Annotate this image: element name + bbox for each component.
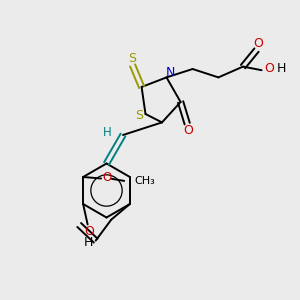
Text: O: O	[265, 62, 274, 76]
Text: O: O	[183, 124, 193, 137]
Text: S: S	[135, 109, 143, 122]
Text: H: H	[84, 236, 94, 250]
Text: S: S	[128, 52, 136, 65]
Text: O: O	[253, 37, 263, 50]
Text: CH₃: CH₃	[135, 176, 155, 186]
Text: H: H	[103, 126, 112, 139]
Text: O: O	[102, 171, 111, 184]
Text: N: N	[166, 66, 175, 79]
Text: O: O	[84, 225, 94, 238]
Text: H: H	[276, 62, 286, 75]
